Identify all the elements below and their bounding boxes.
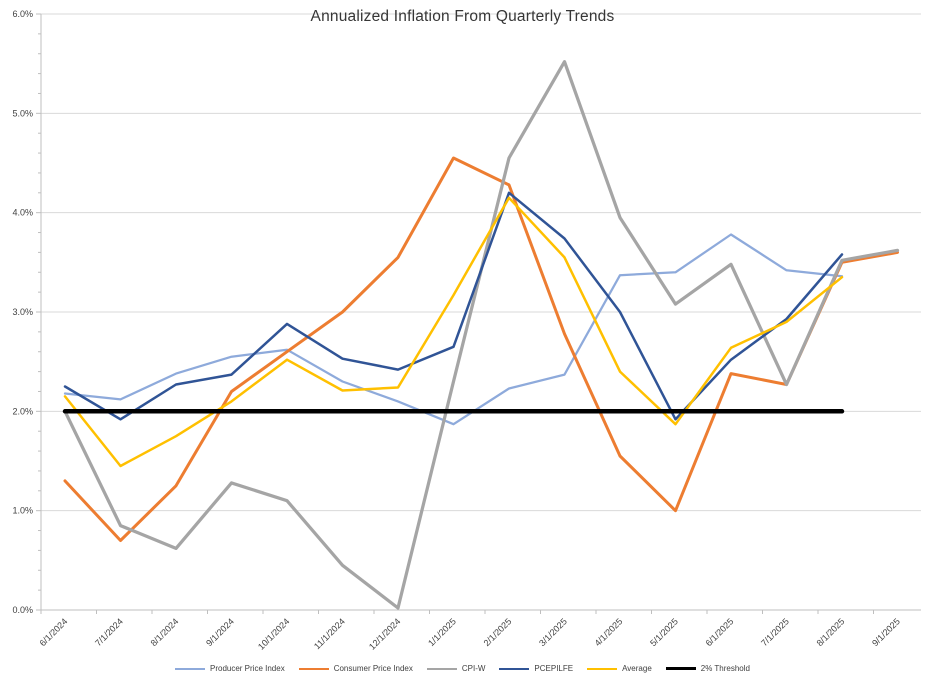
legend-label-cpi-w: CPI-W <box>461 664 486 673</box>
x-axis-label: 3/1/2025 <box>537 616 569 648</box>
series-line-producer-price-index <box>63 233 844 426</box>
x-axis-label: 8/1/2025 <box>815 616 847 648</box>
x-axis-label: 7/1/2024 <box>93 616 125 648</box>
x-axis-label: 10/1/2024 <box>256 616 291 651</box>
x-axis-label: 6/1/2024 <box>38 616 70 648</box>
legend-item-pcepilfe: PCEPILFE <box>499 664 573 673</box>
legend-label-pcepilfe: PCEPILFE <box>534 664 574 673</box>
y-axis-label: 6.0% <box>12 9 33 19</box>
legend-swatch-consumer-price-index <box>298 667 329 670</box>
legend-swatch-pcepilfe <box>499 667 530 670</box>
legend-item-average: Average <box>587 664 652 673</box>
legend-item-consumer-price-index: Consumer Price Index <box>298 664 413 673</box>
legend-item-cpi-w: CPI-W <box>426 664 486 673</box>
x-axis-label: 2/1/2025 <box>482 616 514 648</box>
x-axis-label: 7/1/2025 <box>759 616 791 648</box>
y-axis-label: 4.0% <box>12 208 33 218</box>
y-axis-label: 1.0% <box>12 506 33 516</box>
series-line-pcepilfe <box>63 191 844 421</box>
x-axis-label: 5/1/2025 <box>648 616 680 648</box>
series-line-consumer-price-index <box>63 156 899 542</box>
legend-swatch-2-threshold <box>665 667 696 670</box>
series-line-cpi-w <box>63 60 900 610</box>
x-axis-label: 11/1/2024 <box>312 616 347 651</box>
x-axis-label: 12/1/2024 <box>367 616 402 651</box>
legend-swatch-average <box>587 667 618 670</box>
legend-item-2-threshold: 2% Threshold <box>665 664 750 673</box>
legend-label-consumer-price-index: Consumer Price Index <box>333 664 413 673</box>
legend: Producer Price Index Consumer Price Index… <box>0 664 925 673</box>
legend-swatch-cpi-w <box>426 667 457 670</box>
series-line-average <box>63 196 844 468</box>
legend-item-producer-price-index: Producer Price Index <box>175 664 285 673</box>
y-axis-label: 0.0% <box>12 605 33 615</box>
y-axis-label: 2.0% <box>12 406 33 416</box>
x-axis-label: 6/1/2025 <box>704 616 736 648</box>
chart-title: Annualized Inflation From Quarterly Tren… <box>310 8 615 25</box>
x-axis-label: 1/1/2025 <box>426 616 458 648</box>
x-axis-label: 9/1/2025 <box>870 616 902 648</box>
legend-label-average: Average <box>622 664 652 673</box>
x-axis-label: 4/1/2025 <box>593 616 625 648</box>
y-axis-label: 5.0% <box>12 108 33 118</box>
y-axis-label: 3.0% <box>12 307 33 317</box>
x-axis-label: 8/1/2024 <box>149 616 181 648</box>
legend-label-producer-price-index: Producer Price Index <box>210 664 285 673</box>
legend-label-2-threshold: 2% Threshold <box>700 664 750 673</box>
x-axis-label: 9/1/2024 <box>204 616 236 648</box>
legend-swatch-producer-price-index <box>175 667 205 670</box>
